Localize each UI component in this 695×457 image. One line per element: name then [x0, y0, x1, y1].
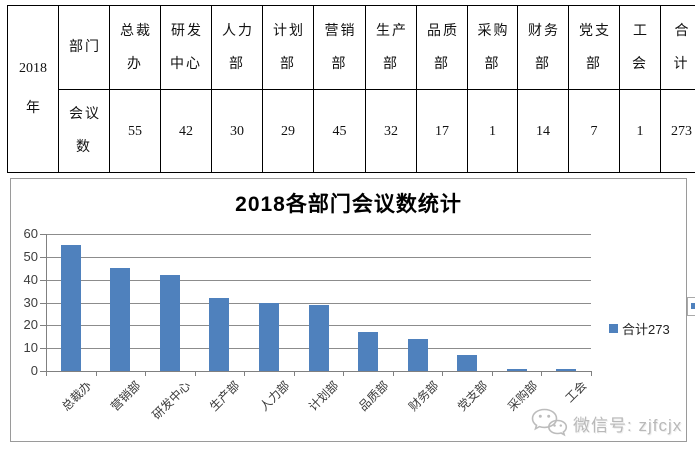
x-axis-line — [46, 371, 592, 372]
year-cell: 2018 年 — [7, 5, 59, 173]
y-axis-line — [46, 234, 47, 371]
dept-header-cell: 工会 — [619, 5, 661, 90]
dept-header-cell: 营销部 — [313, 5, 366, 90]
y-axis-tick — [40, 234, 46, 235]
meeting-count-cell: 29 — [262, 89, 314, 173]
y-axis-tick-label: 50 — [23, 248, 38, 264]
dept-row-label: 部门 — [58, 5, 110, 90]
x-axis-label: 计划部 — [306, 378, 342, 414]
y-axis-tick-label: 10 — [23, 340, 38, 356]
x-axis-tick — [541, 372, 543, 376]
clipped-legend-swatch-icon — [691, 303, 695, 309]
dept-header-cell: 计划部 — [262, 5, 314, 90]
table-body: 2018 年部门 总裁办研发 中心 人力部计划部营销部生产部品质部采购部财务部党支部工会… — [7, 5, 695, 173]
watermark-label: 微信号: zjfcjx — [573, 416, 683, 435]
x-axis-label: 总裁办 — [58, 378, 95, 414]
dept-header-cell: 党支部 — [568, 5, 620, 90]
y-axis-tick — [40, 371, 46, 372]
y-axis-tick — [40, 279, 46, 281]
total-header-cell: 合计 — [660, 5, 695, 90]
y-axis-tick-label: 20 — [23, 317, 38, 333]
meeting-count-cell: 17 — [416, 89, 468, 173]
legend: 合计273 — [609, 319, 670, 338]
y-axis-tick-label: 30 — [23, 294, 38, 310]
bar — [407, 339, 428, 371]
bar — [60, 245, 81, 371]
bar — [506, 368, 527, 371]
bar — [209, 297, 230, 371]
x-axis-tick — [46, 372, 47, 376]
legend-swatch-icon — [609, 324, 618, 333]
dept-header-cell: 采购部 — [467, 5, 518, 90]
bar — [358, 332, 379, 371]
x-axis-tick — [392, 372, 394, 376]
bar — [258, 302, 279, 371]
y-axis-tick-label: 60 — [23, 226, 38, 241]
meeting-count-cell: 1 — [619, 89, 661, 173]
meeting-count-cell: 55 — [109, 89, 161, 173]
x-axis-tick — [244, 372, 246, 376]
clipped-legend-box — [687, 297, 695, 316]
bar — [159, 275, 180, 371]
x-axis-tick — [293, 372, 295, 376]
x-axis-label: 营销部 — [108, 378, 144, 414]
total-value-cell: 273 — [660, 89, 695, 173]
y-axis-tick — [40, 325, 46, 327]
x-axis-tick — [95, 372, 97, 376]
y-axis-tick — [40, 348, 46, 350]
x-axis-tick — [145, 372, 147, 376]
dept-header-cell: 研发 中心 — [160, 5, 212, 90]
x-axis-label: 人力部 — [256, 378, 293, 414]
wechat-watermark: 微信号: zjfcjx — [530, 407, 682, 440]
dept-header-cell: 总裁办 — [109, 5, 161, 90]
meeting-count-cell: 30 — [211, 89, 263, 173]
dept-header-cell: 生产部 — [365, 5, 417, 90]
dept-header-cell: 品质部 — [416, 5, 468, 90]
table-value-row: 会议数 55 42 30 29 45 32 17 1 14 7 1 273 — [8, 89, 695, 173]
x-axis-tick — [442, 372, 444, 376]
meeting-count-cell: 1 — [467, 89, 518, 173]
meeting-count-cell: 32 — [365, 89, 417, 173]
legend-label: 合计273 — [622, 322, 670, 337]
y-axis-tick-label: 0 — [30, 363, 38, 378]
gridline — [46, 279, 591, 281]
x-axis-tick — [194, 372, 196, 376]
table-header-row: 2018 年部门 总裁办研发 中心 人力部计划部营销部生产部品质部采购部财务部党支部工会… — [7, 5, 695, 173]
chart-panel: 2018各部门会议数统计 合计273 微信号: zjfcjx 0 10 20 30 40… — [10, 178, 687, 442]
meeting-count-cell: 7 — [568, 89, 620, 173]
gridline — [46, 234, 591, 235]
x-axis-label: 财务部 — [405, 378, 441, 414]
x-axis-tick — [343, 372, 345, 376]
x-axis-tick — [591, 372, 592, 376]
dept-header-cell: 人力部 — [211, 5, 263, 90]
meetings-row-label: 会议数 — [58, 89, 110, 173]
meeting-count-table: 2018 年部门 总裁办研发 中心 人力部计划部营销部生产部品质部采购部财务部党支部工会… — [7, 5, 695, 173]
bar — [457, 355, 478, 371]
meeting-count-cell: 14 — [517, 89, 569, 173]
x-axis-label: 研发中心 — [149, 378, 194, 423]
x-axis-tick — [491, 372, 493, 376]
gridline — [46, 302, 591, 304]
x-axis-label: 生产部 — [207, 378, 243, 414]
x-axis-label: 品质部 — [355, 378, 392, 414]
bar — [556, 368, 577, 371]
x-axis-label: 党支部 — [455, 378, 491, 414]
meeting-count-cell: 42 — [160, 89, 212, 173]
chart-title: 2018各部门会议数统计 — [235, 193, 462, 216]
gridline — [46, 256, 591, 258]
y-axis-tick — [40, 302, 46, 304]
x-axis-label: 工会 — [562, 378, 590, 406]
bar — [308, 304, 329, 371]
meeting-count-cell: 45 — [313, 89, 366, 173]
y-axis-tick-label: 40 — [23, 271, 38, 287]
wechat-icon — [531, 408, 568, 437]
y-axis-tick — [40, 256, 46, 258]
dept-header-cell: 财务部 — [517, 5, 569, 90]
bar — [110, 268, 131, 371]
